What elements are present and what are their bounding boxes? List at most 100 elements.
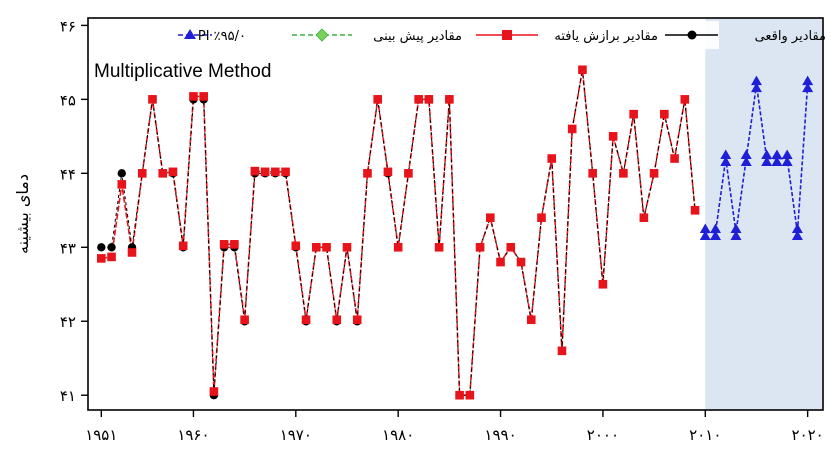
point-pi [740, 149, 752, 160]
point-pi [710, 223, 722, 233]
point-fitted [588, 169, 597, 178]
point-fitted [649, 169, 659, 178]
point-fitted [271, 167, 280, 177]
point-fitted [557, 346, 567, 356]
point-fitted [619, 169, 628, 178]
point-pi [791, 223, 803, 233]
legend-item-pi: PI ٪۹۵/۰ [178, 29, 246, 44]
plot-frame [87, 17, 824, 411]
point-fitted [199, 92, 208, 101]
point-pi [761, 149, 773, 160]
point-fitted [608, 132, 618, 141]
point-pi [771, 156, 783, 167]
point-pi [771, 149, 783, 160]
point-fitted [189, 92, 198, 101]
y-tick-label: ۴۳ [60, 239, 76, 257]
point-pi [730, 223, 742, 233]
point-fitted [301, 315, 311, 325]
point-fitted [578, 65, 587, 75]
point-fitted [455, 390, 464, 400]
point-pi [740, 156, 752, 167]
legend-item-fitted: مقادیر برازش یافته [476, 29, 658, 44]
point-pi [802, 82, 814, 93]
point-fitted [107, 252, 116, 262]
x-tick-label: ۱۹۶۰ [177, 426, 209, 444]
point-fitted [281, 167, 290, 177]
point-fitted [434, 242, 444, 252]
point-fitted [393, 242, 403, 252]
x-tick-label: ۱۹۹۰ [484, 426, 516, 444]
x-tick-label: ۱۹۸۰ [382, 426, 414, 444]
point-fitted [363, 169, 372, 178]
point-fitted [148, 95, 157, 104]
x-tick-label: ۱۹۵۱ [85, 426, 117, 444]
point-fitted [496, 257, 505, 267]
legend-label-actual: مقادیر واقعی [755, 29, 826, 44]
point-fitted [567, 124, 577, 134]
point-fitted [230, 240, 239, 249]
point-fitted [404, 169, 413, 178]
point-pi [781, 156, 793, 167]
point-actual [117, 169, 126, 178]
point-fitted [250, 166, 260, 176]
x-tick-label: ۲۰۰۰ [587, 426, 619, 444]
point-fitted [117, 180, 127, 189]
point-fitted [414, 95, 423, 104]
point-fitted [629, 109, 638, 119]
legend-label-fitted: مقادیر برازش یافته [554, 29, 658, 44]
forecast-region [705, 18, 823, 410]
point-pi [750, 82, 762, 93]
point-fitted [475, 242, 485, 252]
point-pi [710, 230, 722, 240]
point-fitted [465, 390, 475, 400]
point-pi [802, 75, 814, 86]
point-actual [107, 243, 116, 252]
point-fitted [178, 241, 188, 251]
point-fitted [342, 242, 352, 252]
point-fitted [486, 213, 495, 222]
series-line-fitted [101, 69, 696, 397]
legend-label-pi: PI ٪۹۵/۰ [198, 29, 246, 44]
point-fitted [127, 248, 137, 257]
y-tick-label: ۴۴ [60, 165, 76, 183]
point-fitted [670, 154, 679, 163]
point-fitted [168, 167, 178, 177]
point-pi [761, 156, 773, 167]
point-pi [720, 156, 732, 167]
y-tick-label: ۴۱ [60, 387, 76, 405]
point-actual [97, 243, 106, 252]
legend-label-predicted: مقادیر پیش بینی [373, 29, 462, 44]
x-tick-label: ۲۰۲۰ [792, 426, 824, 444]
y-tick-label: ۴۵ [60, 91, 76, 109]
point-fitted [383, 167, 393, 177]
point-fitted [526, 315, 536, 325]
point-pi [699, 230, 711, 240]
point-fitted [424, 95, 434, 104]
point-fitted [219, 240, 229, 249]
point-fitted [97, 254, 106, 263]
x-tick-label: ۱۹۷۰ [280, 426, 312, 444]
point-pi [720, 149, 732, 160]
point-fitted [537, 213, 546, 222]
point-fitted [680, 95, 690, 104]
point-fitted [445, 95, 454, 104]
point-fitted [639, 213, 649, 222]
point-pi [781, 149, 793, 160]
legend-item-predicted: مقادیر پیش بینی [292, 28, 462, 44]
x-tick-label: ۲۰۱۰ [689, 426, 721, 444]
legend-item-actual: مقادیر واقعی [665, 29, 826, 44]
point-pi [791, 230, 803, 240]
point-fitted [506, 242, 516, 252]
point-fitted [291, 241, 301, 251]
y-tick-label: ۴۲ [60, 313, 76, 331]
point-fitted [373, 95, 383, 104]
point-fitted [311, 242, 321, 252]
point-fitted [547, 154, 557, 163]
method-label: Multiplicative Method [94, 61, 271, 82]
point-fitted [352, 315, 362, 325]
point-pi [699, 223, 711, 233]
point-fitted [690, 206, 700, 215]
point-fitted [260, 167, 270, 177]
point-fitted [660, 109, 669, 119]
